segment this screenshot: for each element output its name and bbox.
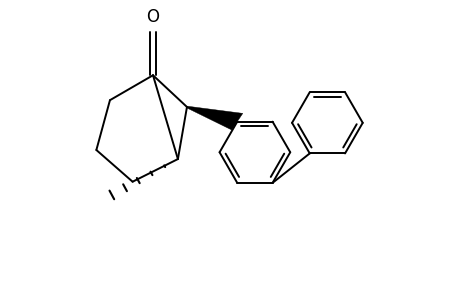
Polygon shape [186, 106, 242, 130]
Text: O: O [146, 8, 159, 26]
